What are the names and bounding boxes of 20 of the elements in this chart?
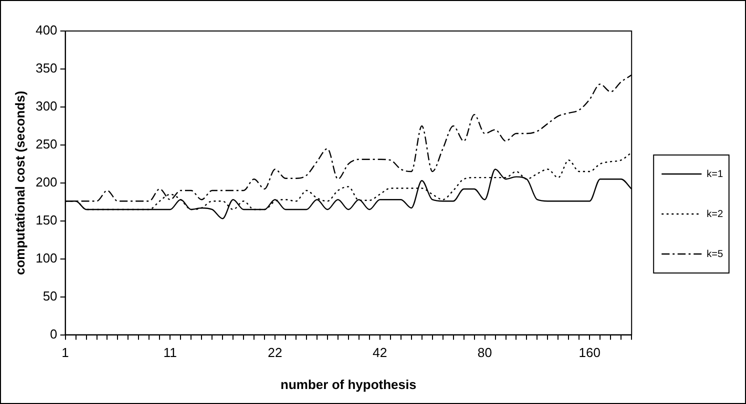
x-tick-label: 160 [578,345,600,360]
y-tick-label: 200 [36,174,58,190]
legend-label: k=2 [706,208,724,220]
x-tick-label: 22 [268,345,282,360]
y-tick-label: 250 [36,136,58,152]
y-tick-label: 100 [36,250,58,266]
x-tick-label: 42 [372,345,388,360]
y-tick-label: 0 [50,326,58,342]
y-tick-label: 300 [36,98,58,114]
legend-label: k=5 [706,248,724,260]
y-tick-label: 50 [42,288,58,304]
x-tick-label: 80 [478,345,492,360]
y-tick-label: 350 [36,60,58,76]
y-tick-label: 400 [36,22,58,38]
legend-label: k=1 [706,168,724,180]
x-tick-label: 1 [62,345,69,360]
x-tick-label: 11 [163,345,177,360]
y-axis-title: computational cost (seconds) [12,90,28,275]
y-tick-label: 150 [36,212,58,228]
x-axis-title: number of hypothesis [280,376,416,392]
